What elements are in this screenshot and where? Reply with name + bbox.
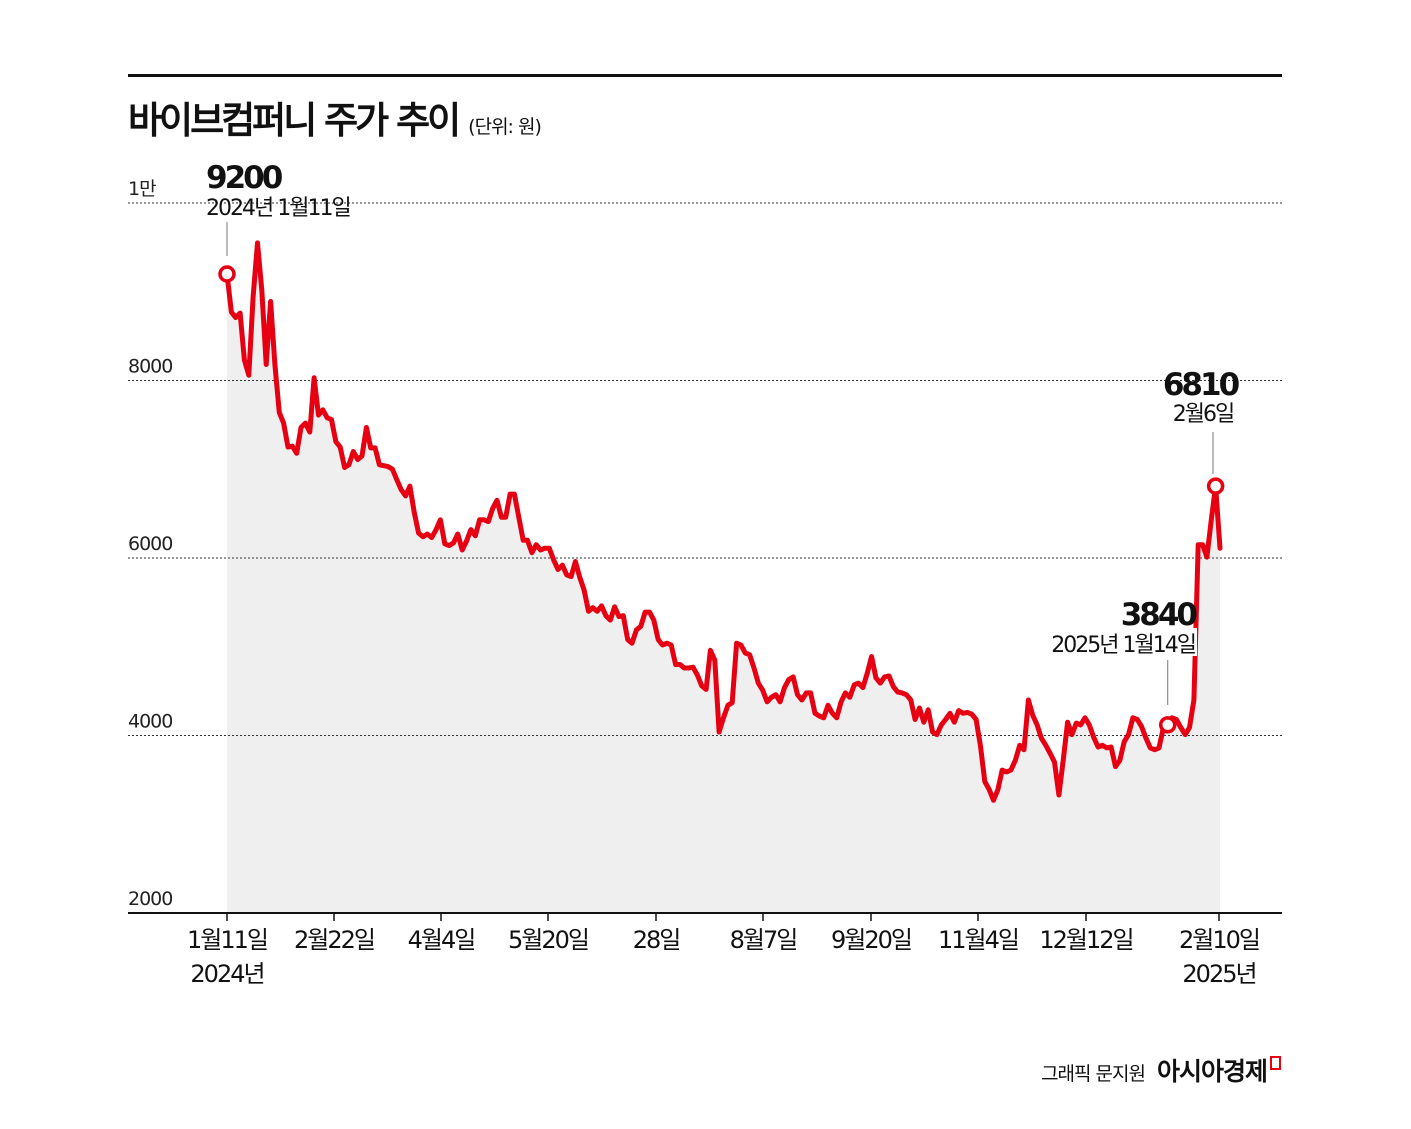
y-tick-label: 1만: [128, 178, 156, 200]
annotation-bg: [1045, 628, 1197, 656]
price-line: [224, 240, 1223, 803]
graphic-credit: 그래픽 문지원: [1041, 1063, 1146, 1085]
x-tick-label: 2월22일: [294, 926, 374, 954]
area-fill: [227, 242, 1220, 913]
y-tick-label: 4000: [128, 711, 172, 733]
top-rule: [128, 74, 1282, 77]
brand-mark-icon: [1270, 1056, 1281, 1070]
chart-title: 바이브컴퍼니 주가 추이 (단위: 원): [128, 90, 542, 144]
x-tick-year: 2024년: [190, 960, 263, 988]
x-tick-label: 11월4일: [938, 926, 1018, 954]
annotation-value: 3840: [1121, 597, 1198, 633]
annotation-date: 2월6일: [1173, 402, 1234, 427]
footer: 그래픽 문지원 아시아경제: [1041, 1052, 1281, 1088]
unit-label: (단위: 원): [468, 116, 542, 138]
annotation-date: 2025년 1월14일: [1051, 633, 1195, 658]
y-tick-label: 6000: [128, 533, 172, 555]
title-text: 바이브컴퍼니 주가 추이: [128, 99, 461, 142]
data-point-marker: [1206, 477, 1225, 495]
y-tick-label: 8000: [128, 356, 172, 378]
x-tick-label: 12월12일: [1039, 926, 1132, 954]
annotation-value: 6810: [1163, 367, 1240, 403]
x-tick-label: 2월10일: [1179, 926, 1259, 954]
x-tick-label: 5월20일: [508, 926, 588, 954]
x-tick-year: 2025년: [1182, 960, 1255, 988]
y-tick-label: 2000: [128, 888, 172, 910]
x-tick-label: 1월11일: [187, 926, 267, 954]
x-tick-label: 8월7일: [730, 926, 797, 954]
brand-logo: 아시아경제: [1156, 1057, 1268, 1086]
x-tick-label: 4월4일: [408, 926, 475, 954]
data-point-marker: [218, 265, 236, 283]
x-tick-label: 9월20일: [831, 926, 911, 954]
annotation-date: 2024년 1월11일: [206, 196, 350, 221]
annotation-value: 9200: [206, 160, 283, 196]
data-point-marker: [1158, 716, 1177, 734]
x-tick-label: 28일: [633, 926, 680, 954]
